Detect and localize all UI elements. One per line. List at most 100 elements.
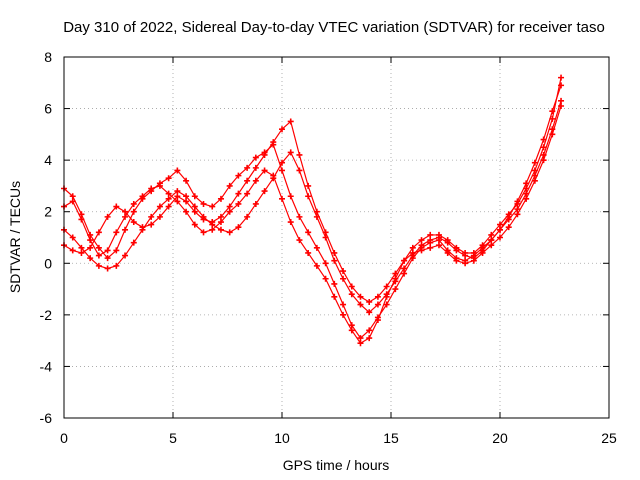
data-point-marker (374, 293, 381, 300)
data-point-marker (514, 211, 521, 218)
data-point-marker (69, 198, 76, 205)
data-point-marker (427, 237, 434, 244)
data-point-marker (331, 280, 338, 287)
data-point-marker (95, 262, 102, 269)
data-point-marker (392, 270, 399, 277)
data-point-marker (287, 193, 294, 200)
data-point-marker (252, 200, 259, 207)
data-point-marker (183, 177, 190, 184)
data-point-marker (87, 255, 94, 262)
data-point-marker (313, 262, 320, 269)
data-point-marker (104, 213, 111, 220)
data-point-marker (191, 221, 198, 228)
data-point-marker (357, 301, 364, 308)
data-point-marker (226, 203, 233, 210)
data-point-marker (226, 208, 233, 215)
data-point-marker (305, 193, 312, 200)
data-point-marker (409, 252, 416, 259)
data-point-marker (392, 278, 399, 285)
data-point-marker (113, 203, 120, 210)
data-point-marker (148, 185, 155, 192)
data-point-marker (174, 193, 181, 200)
data-point-marker (453, 244, 460, 251)
data-point-marker (78, 249, 85, 256)
data-point-marker (122, 208, 129, 215)
data-point-marker (235, 172, 242, 179)
series-trace-3 (61, 97, 565, 316)
data-point-marker (244, 164, 251, 171)
data-point-marker (296, 167, 303, 174)
data-point-marker (549, 126, 556, 133)
data-point-marker (174, 167, 181, 174)
data-series (61, 74, 565, 347)
data-point-marker (488, 237, 495, 244)
data-point-marker (401, 270, 408, 277)
data-point-marker (418, 247, 425, 254)
data-point-marker (366, 335, 373, 342)
axis-ticks: 0 5 10 15 20 25 -6 -4 -2 0 2 4 6 8 (40, 49, 617, 446)
data-point-marker (383, 283, 390, 290)
x-axis-label: GPS time / hours (283, 457, 390, 473)
data-point-marker (331, 257, 338, 264)
data-point-marker (217, 226, 224, 233)
chart-title: Day 310 of 2022, Sidereal Day-to-day VTE… (63, 19, 605, 36)
data-point-marker (130, 239, 137, 246)
data-point-marker (357, 335, 364, 342)
data-point-marker (549, 115, 556, 122)
data-point-marker (104, 247, 111, 254)
data-point-marker (444, 249, 451, 256)
data-point-marker (191, 193, 198, 200)
data-point-marker (322, 229, 329, 236)
data-point-marker (261, 151, 268, 158)
data-point-marker (156, 213, 163, 220)
data-point-marker (488, 231, 495, 238)
data-point-marker (366, 309, 373, 316)
data-point-marker (200, 200, 207, 207)
data-point-marker (261, 167, 268, 174)
data-point-marker (287, 118, 294, 125)
y-tick-label: -4 (40, 358, 53, 374)
data-point-marker (340, 311, 347, 318)
grid-lines (64, 57, 609, 418)
data-point-marker (130, 219, 137, 226)
data-point-marker (226, 229, 233, 236)
data-point-marker (331, 249, 338, 256)
data-point-marker (305, 229, 312, 236)
series-line (63, 85, 562, 339)
y-tick-label: 8 (44, 49, 52, 65)
data-point-marker (444, 237, 451, 244)
data-point-marker (331, 293, 338, 300)
data-point-marker (488, 242, 495, 249)
data-point-marker (69, 234, 76, 241)
data-point-marker (95, 244, 102, 251)
data-point-marker (200, 216, 207, 223)
data-point-marker (374, 317, 381, 324)
data-point-marker (130, 208, 137, 215)
y-tick-label: 2 (44, 204, 52, 220)
x-tick-label: 0 (60, 430, 68, 446)
data-point-marker (174, 198, 181, 205)
x-tick-label: 25 (601, 430, 617, 446)
data-point-marker (78, 244, 85, 251)
data-point-marker (235, 200, 242, 207)
data-point-marker (462, 260, 469, 267)
data-point-marker (523, 185, 530, 192)
data-point-marker (348, 322, 355, 329)
series-trace-1 (61, 82, 565, 342)
data-point-marker (540, 151, 547, 158)
data-point-marker (104, 255, 111, 262)
data-point-marker (479, 242, 486, 249)
data-point-marker (270, 139, 277, 146)
data-point-marker (279, 126, 285, 133)
data-point-marker (165, 190, 172, 197)
data-point-marker (418, 242, 425, 249)
data-point-marker (296, 213, 303, 220)
data-point-marker (156, 203, 163, 210)
data-point-marker (366, 298, 373, 305)
data-point-marker (113, 229, 120, 236)
data-point-marker (313, 244, 320, 251)
y-tick-label: 6 (44, 101, 52, 117)
data-point-marker (183, 198, 190, 205)
data-point-marker (287, 219, 294, 226)
data-point-marker (305, 182, 312, 189)
